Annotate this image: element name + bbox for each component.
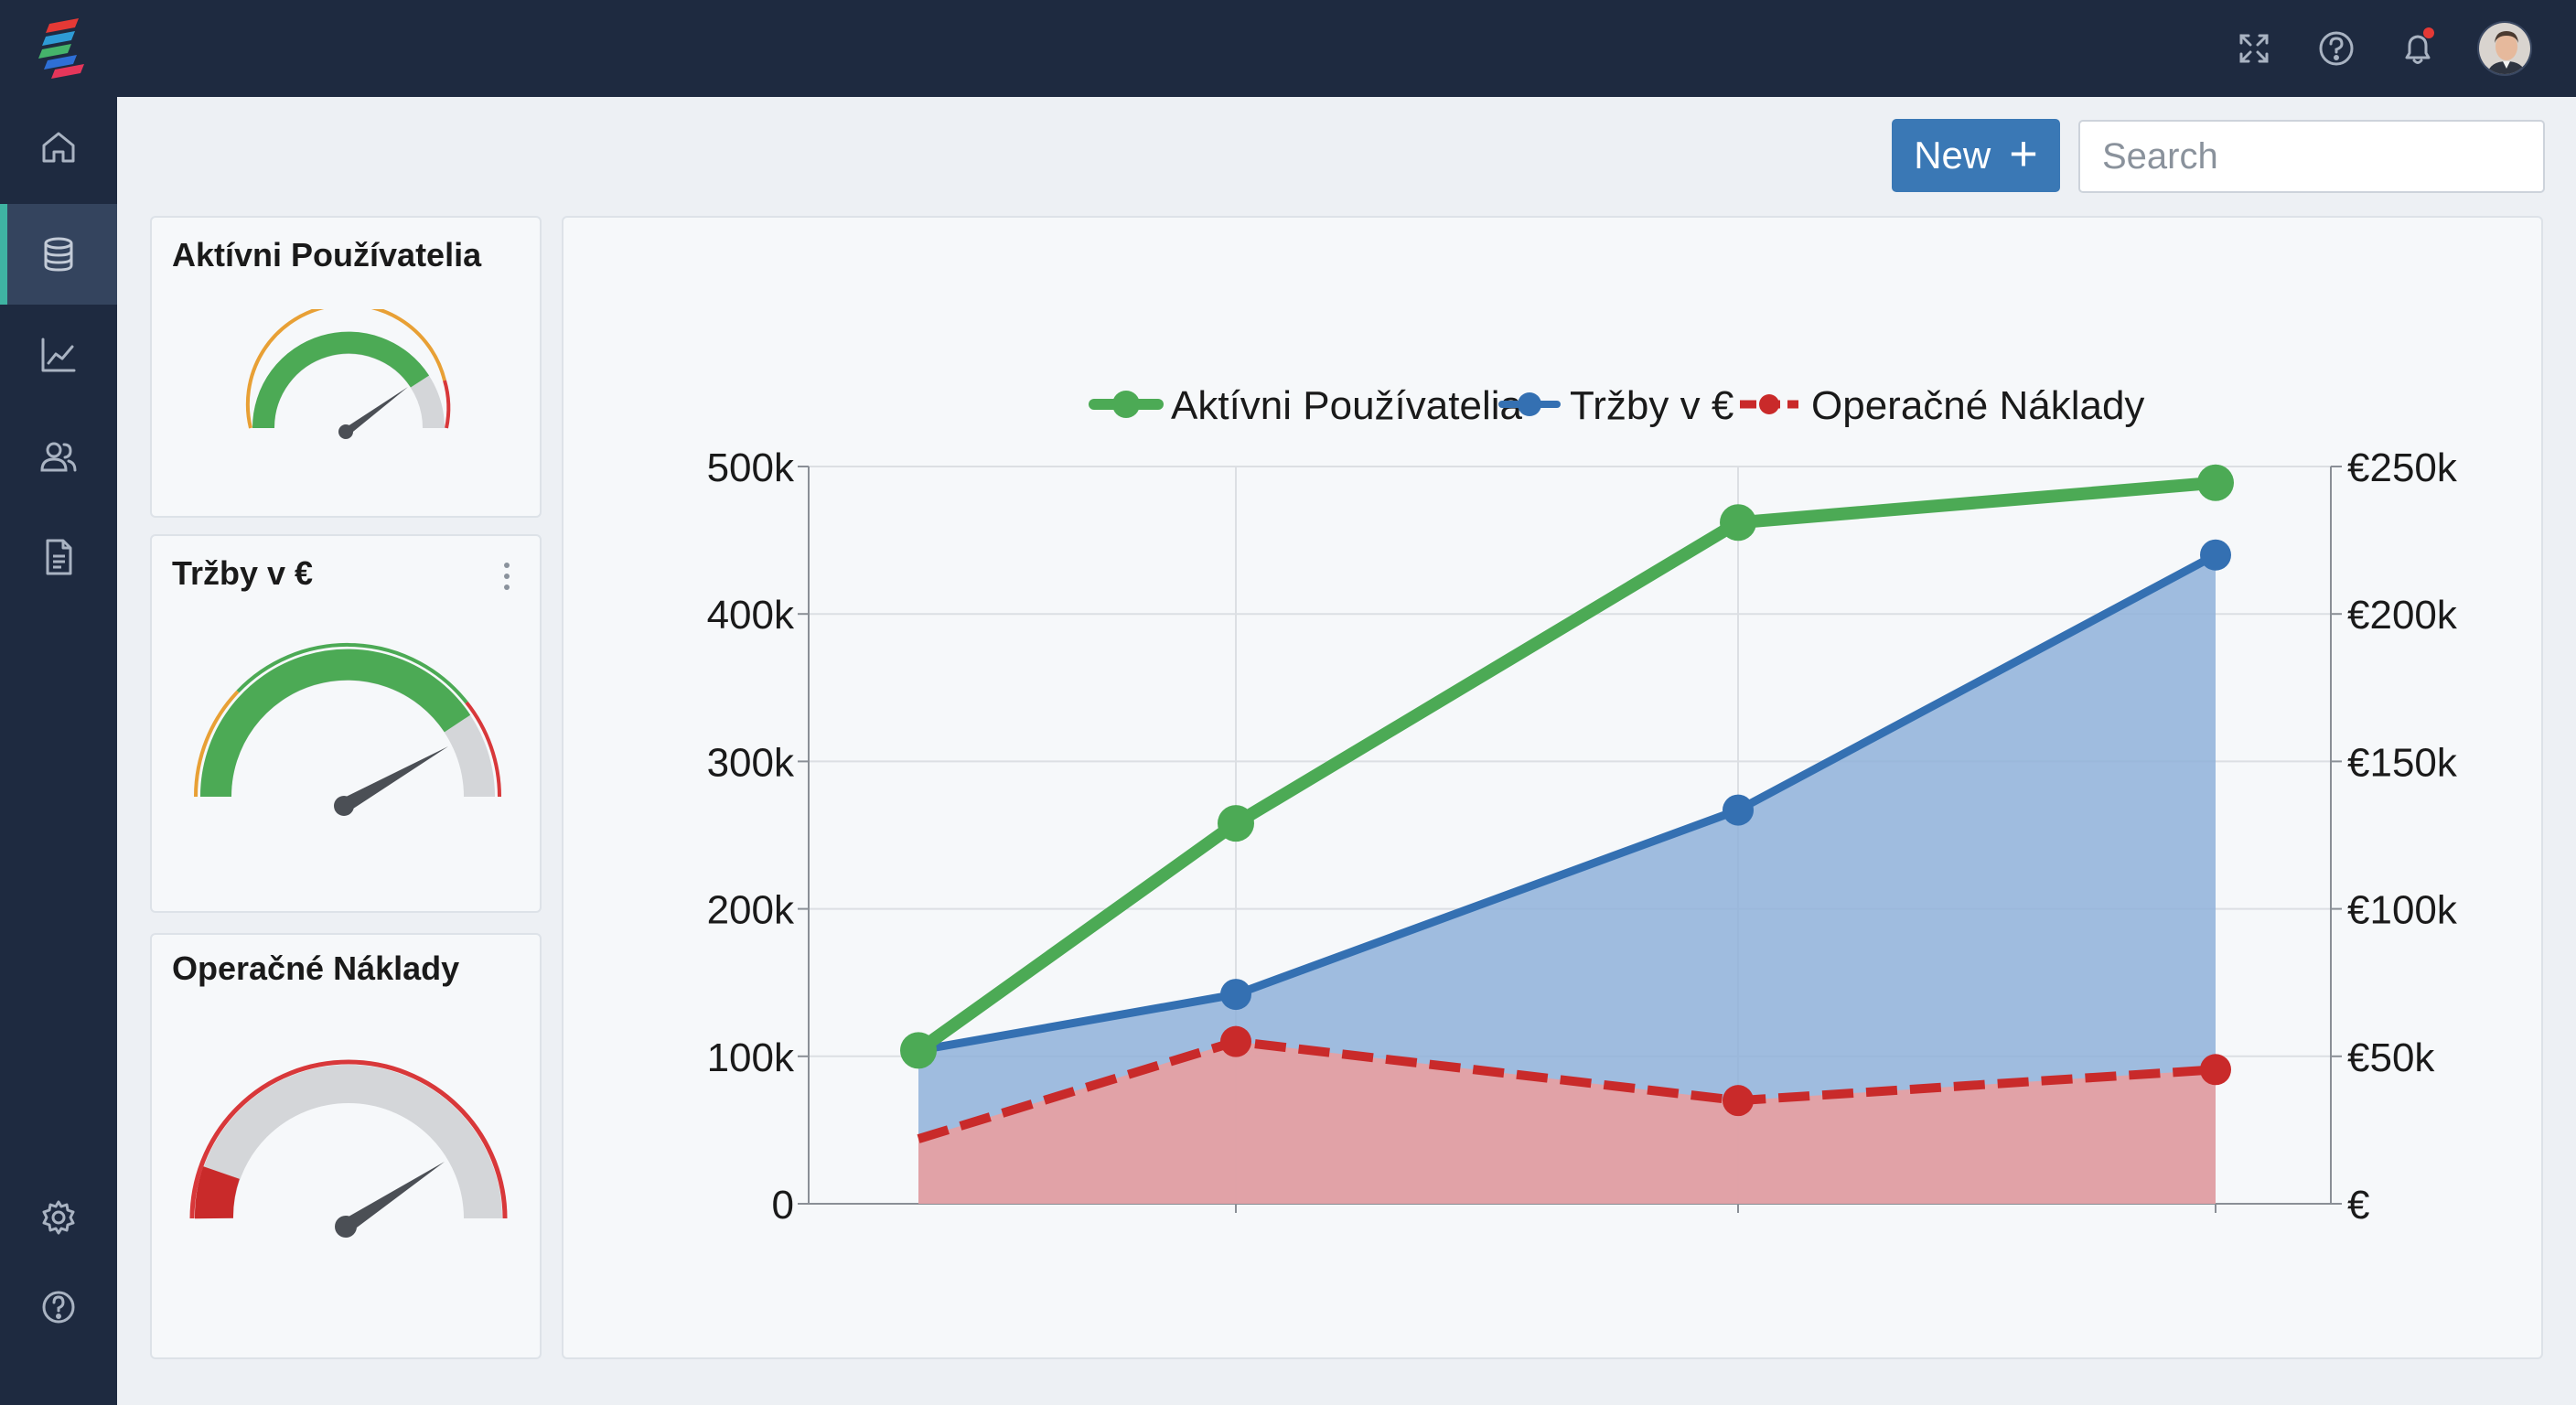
left-tick-label: 200k bbox=[707, 888, 795, 933]
chart-card: 0 100k 200k 300k 400k 500k € €50k €100k €150k €200… bbox=[562, 216, 2543, 1359]
right-tick-label: €100k bbox=[2347, 888, 2458, 933]
sidebar-item-home[interactable] bbox=[0, 97, 117, 198]
card-title: Operačné Náklady bbox=[172, 949, 460, 987]
card-operating-costs: Operačné Náklady bbox=[150, 933, 542, 1359]
home-icon bbox=[42, 132, 75, 163]
help-icon[interactable] bbox=[2311, 23, 2362, 74]
sidebar-item-database[interactable] bbox=[0, 204, 117, 305]
revenue-line bbox=[918, 551, 2218, 1055]
right-tick-label: €50k bbox=[2347, 1035, 2435, 1080]
bell-icon[interactable] bbox=[2392, 23, 2443, 74]
revenue-point bbox=[1220, 979, 1251, 1011]
help-circle-icon bbox=[42, 1291, 75, 1324]
notification-dot bbox=[2423, 27, 2434, 38]
card-revenue: Tržby v € bbox=[150, 534, 542, 913]
left-tick-label: 400k bbox=[707, 593, 795, 638]
plus-icon: + bbox=[2009, 126, 2038, 181]
active-users-point bbox=[1720, 504, 1756, 542]
right-tick-label: € bbox=[2347, 1183, 2369, 1228]
gauge-revenue bbox=[193, 642, 501, 816]
active-users-point bbox=[1218, 805, 1254, 842]
legend-marker-active-users bbox=[1112, 391, 1140, 418]
legend-label-revenue: Tržby v € bbox=[1570, 383, 1733, 428]
active-users-point bbox=[900, 1032, 937, 1069]
top-bar bbox=[0, 0, 2576, 97]
costs-point bbox=[1723, 1085, 1754, 1117]
right-tick-label: €200k bbox=[2347, 593, 2458, 638]
left-tick-label: 500k bbox=[707, 445, 795, 490]
new-button[interactable]: New + bbox=[1892, 119, 2060, 192]
search-input[interactable] bbox=[2080, 122, 2543, 191]
left-tick-label: 0 bbox=[772, 1183, 794, 1228]
costs-area bbox=[918, 1041, 2216, 1204]
costs-line bbox=[917, 1036, 2216, 1143]
revenue-point bbox=[2200, 539, 2231, 571]
gauge-active-users bbox=[245, 309, 451, 439]
legend-marker-revenue bbox=[1518, 392, 1541, 416]
chart-icon bbox=[41, 338, 76, 372]
card-title: Tržby v € bbox=[172, 554, 314, 592]
search-box bbox=[2078, 120, 2545, 193]
legend-label-costs: Operačné Náklady bbox=[1811, 383, 2144, 428]
active-users-point bbox=[2197, 464, 2234, 501]
legend-label-active-users: Aktívni Používatelia bbox=[1171, 383, 1522, 428]
app-logo[interactable] bbox=[37, 15, 91, 80]
right-tick-label: €250k bbox=[2347, 445, 2458, 490]
sidebar-item-help[interactable] bbox=[0, 1257, 117, 1357]
left-tick-label: 300k bbox=[707, 740, 795, 785]
sidebar-item-documents[interactable] bbox=[0, 507, 117, 607]
line-chart: 0 100k 200k 300k 400k 500k € €50k €100k €150k €200… bbox=[707, 383, 2458, 1228]
new-button-label: New bbox=[1914, 134, 1991, 177]
user-avatar[interactable] bbox=[2477, 21, 2532, 76]
database-icon bbox=[44, 237, 73, 272]
users-icon bbox=[40, 442, 77, 472]
costs-point bbox=[1220, 1025, 1251, 1057]
revenue-point bbox=[1723, 794, 1754, 826]
legend-marker-costs bbox=[1759, 394, 1779, 414]
right-tick-label: €150k bbox=[2347, 740, 2458, 785]
gear-icon bbox=[42, 1200, 75, 1235]
fullscreen-icon[interactable] bbox=[2228, 23, 2280, 74]
gauge-operating-costs bbox=[189, 1059, 508, 1238]
sidebar-item-settings[interactable] bbox=[0, 1167, 117, 1268]
card-active-users: Aktívni Používatelia bbox=[150, 216, 542, 518]
document-icon bbox=[46, 539, 72, 575]
card-title: Aktívni Používatelia bbox=[172, 236, 482, 273]
active-users-line bbox=[914, 476, 2216, 1056]
costs-point bbox=[2200, 1054, 2231, 1086]
sidebar-item-analytics[interactable] bbox=[0, 305, 117, 405]
sidebar-item-users[interactable] bbox=[0, 406, 117, 507]
left-tick-label: 100k bbox=[707, 1035, 795, 1080]
sidebar bbox=[0, 97, 117, 1405]
more-options-icon[interactable] bbox=[501, 558, 512, 595]
